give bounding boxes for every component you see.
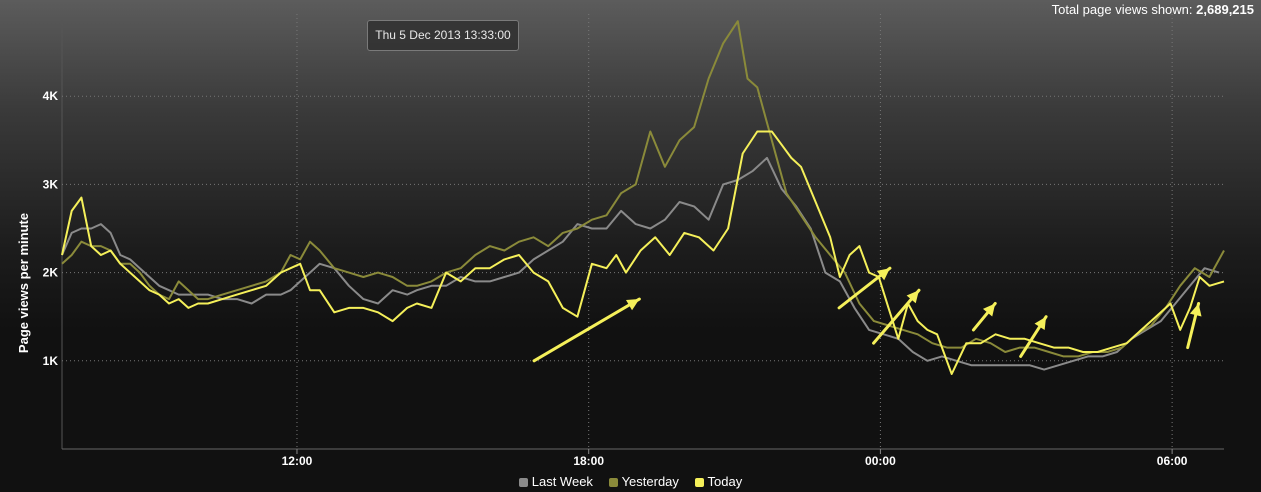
arrow-head <box>1189 303 1202 317</box>
x-tick-label: 06:00 <box>1157 454 1188 468</box>
series-line-today <box>61 130 1225 375</box>
x-tick-label: 12:00 <box>282 454 313 468</box>
annotation-arrows <box>532 266 1202 363</box>
arrow-head <box>625 299 640 311</box>
series-line-last-week <box>61 156 1220 371</box>
legend-swatch-yesterday <box>608 478 618 487</box>
legend: Last Week Yesterday Today <box>0 474 1261 489</box>
x-tick-label: 18:00 <box>573 454 604 468</box>
y-axis-ticks: 1K 2K 3K 4K <box>43 89 59 368</box>
arrow-head <box>1034 316 1047 331</box>
legend-label: Last Week <box>531 474 593 489</box>
y-axis-label: Page views per minute <box>16 213 31 353</box>
legend-label: Today <box>707 474 743 489</box>
arrow-head <box>876 268 890 281</box>
annotation-arrow <box>971 301 997 332</box>
legend-label: Yesterday <box>621 474 679 489</box>
series-group <box>61 20 1225 375</box>
total-page-views: Total page views shown: 2,689,215 <box>1052 2 1254 17</box>
legend-swatch-today <box>694 478 704 487</box>
annotation-arrow <box>837 266 892 310</box>
hover-tooltip: Thu 5 Dec 2013 13:33:00 <box>367 20 519 51</box>
arrow-shaft <box>532 297 641 363</box>
annotation-arrow <box>872 288 921 345</box>
legend-item-today[interactable]: Today <box>694 474 743 489</box>
y-tick-label: 3K <box>43 177 59 191</box>
total-label: Total page views shown: <box>1051 2 1193 17</box>
legend-swatch-last-week <box>518 478 528 487</box>
y-tick-label: 4K <box>43 89 59 103</box>
total-value: 2,689,215 <box>1196 2 1254 17</box>
legend-item-last-week[interactable]: Last Week <box>518 474 593 489</box>
series-line-yesterday <box>61 20 1225 358</box>
annotation-arrow <box>532 297 641 363</box>
arrow-head <box>906 290 919 304</box>
legend-item-yesterday[interactable]: Yesterday <box>608 474 679 489</box>
grid <box>61 14 1224 454</box>
arrow-head <box>982 303 996 317</box>
y-tick-label: 2K <box>43 266 59 280</box>
annotation-arrow <box>1019 315 1048 358</box>
x-tick-label: 00:00 <box>865 454 896 468</box>
x-axis-ticks: 12:00 18:00 00:00 06:00 <box>282 454 1188 468</box>
y-tick-label: 1K <box>43 354 59 368</box>
annotation-arrow <box>1186 301 1202 350</box>
